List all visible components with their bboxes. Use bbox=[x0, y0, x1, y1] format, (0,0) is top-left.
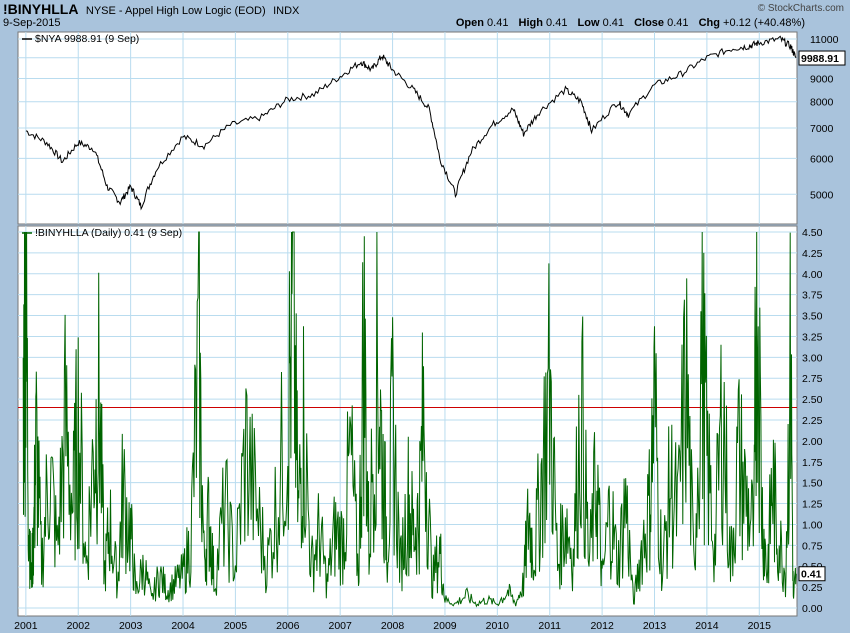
x-tick-label: 2001 bbox=[14, 620, 38, 632]
x-tick-label: 2011 bbox=[538, 620, 561, 632]
x-tick-label: 2015 bbox=[748, 620, 772, 632]
nya-price-line bbox=[25, 35, 797, 211]
indicator-y-tick-label: 3.50 bbox=[802, 311, 823, 323]
close-value: 0.41 bbox=[667, 17, 689, 29]
low-label: Low bbox=[577, 17, 600, 29]
indicator-y-tick-label: 4.00 bbox=[802, 269, 823, 281]
x-tick-label: 2008 bbox=[381, 620, 405, 632]
symbol-title: !BINYHLLA bbox=[3, 1, 79, 17]
price-legend: $NYA 9988.91 (9 Sep) bbox=[35, 33, 139, 45]
price-y-tick-label: 8000 bbox=[810, 97, 834, 109]
indicator-y-tick-label: 0.75 bbox=[802, 540, 823, 552]
x-tick-label: 2006 bbox=[276, 620, 300, 632]
x-tick-label: 2013 bbox=[643, 620, 667, 632]
open-value: 0.41 bbox=[487, 17, 509, 29]
indicator-y-tick-label: 2.75 bbox=[802, 373, 823, 385]
exchange-label: INDX bbox=[273, 5, 300, 17]
symbol-description: NYSE - Appel High Low Logic (EOD) bbox=[85, 5, 266, 17]
indicator-y-tick-label: 4.25 bbox=[802, 248, 823, 260]
indicator-y-tick-label: 4.50 bbox=[802, 227, 823, 239]
indicator-y-tick-label: 2.00 bbox=[802, 436, 823, 448]
high-label: High bbox=[518, 17, 543, 29]
price-last-value-box bbox=[798, 50, 846, 66]
price-y-tick-label: 6000 bbox=[810, 153, 834, 165]
x-tick-label: 2012 bbox=[590, 620, 614, 632]
indicator-y-tick-label: 1.75 bbox=[802, 457, 823, 469]
low-value: 0.41 bbox=[602, 17, 625, 29]
x-tick-label: 2007 bbox=[329, 620, 353, 632]
x-tick-label: 2010 bbox=[486, 620, 510, 632]
price-last-value-label: 9988.91 bbox=[801, 53, 839, 65]
indicator-y-tick-label: 1.50 bbox=[802, 478, 823, 490]
price-y-tick-label: 11000 bbox=[810, 34, 839, 46]
indicator-y-tick-label: 3.75 bbox=[802, 290, 823, 302]
x-tick-label: 2014 bbox=[695, 620, 719, 632]
watermark: © StockCharts.com bbox=[757, 3, 844, 14]
x-tick-label: 2004 bbox=[171, 620, 195, 632]
chg-value: +0.12 (+40.48%) bbox=[723, 17, 805, 29]
indicator-last-value-label: 0.41 bbox=[801, 569, 822, 581]
price-y-tick-label: 9000 bbox=[810, 74, 834, 86]
indicator-y-tick-label: 1.00 bbox=[802, 519, 823, 531]
close-label: Close bbox=[634, 17, 665, 29]
chart-header: !BINYHLLA NYSE - Appel High Low Logic (E… bbox=[3, 1, 299, 21]
indicator-y-tick-label: 3.00 bbox=[802, 352, 823, 364]
indicator-y-tick-label: 0.25 bbox=[802, 582, 823, 594]
price-y-tick-label: 7000 bbox=[810, 123, 834, 135]
chart-date: 9-Sep-2015 bbox=[3, 17, 61, 29]
indicator-y-tick-label: 3.25 bbox=[802, 331, 823, 343]
x-tick-label: 2005 bbox=[224, 620, 248, 632]
price-y-tick-label: 5000 bbox=[810, 189, 834, 201]
indicator-legend: !BINYHLLA (Daily) 0.41 (9 Sep) bbox=[35, 227, 182, 239]
open-label: Open bbox=[455, 17, 484, 29]
chg-label: Chg bbox=[698, 17, 720, 29]
hilo-indicator-line bbox=[22, 231, 797, 608]
indicator-y-tick-label: 2.50 bbox=[802, 394, 823, 406]
x-tick-label: 2009 bbox=[433, 620, 457, 632]
indicator-last-value-box bbox=[798, 566, 826, 582]
high-value: 0.41 bbox=[546, 17, 568, 29]
x-tick-label: 2002 bbox=[67, 620, 91, 632]
indicator-y-tick-label: 1.25 bbox=[802, 499, 823, 511]
x-tick-label: 2003 bbox=[119, 620, 143, 632]
indicator-y-tick-label: 2.25 bbox=[802, 415, 823, 427]
ohlc-readout: Open 0.41 High 0.41 Low 0.41 Close 0.41 … bbox=[456, 17, 805, 29]
indicator-y-tick-label: 0.00 bbox=[802, 603, 823, 615]
